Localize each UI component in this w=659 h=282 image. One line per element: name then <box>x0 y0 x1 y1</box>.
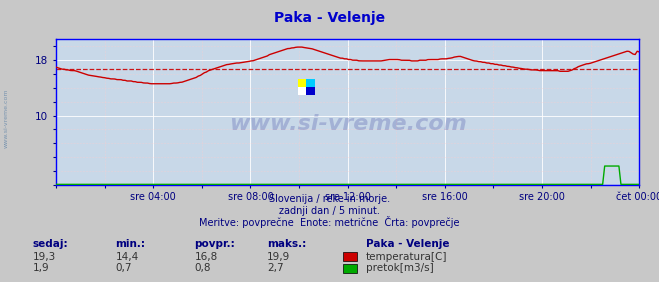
Text: 0,8: 0,8 <box>194 263 211 274</box>
Bar <box>298 87 306 95</box>
Text: 2,7: 2,7 <box>267 263 283 274</box>
Text: zadnji dan / 5 minut.: zadnji dan / 5 minut. <box>279 206 380 216</box>
Text: 19,3: 19,3 <box>33 252 56 262</box>
Text: 14,4: 14,4 <box>115 252 138 262</box>
Text: Paka - Velenje: Paka - Velenje <box>274 11 385 25</box>
Text: pretok[m3/s]: pretok[m3/s] <box>366 263 434 274</box>
Text: povpr.:: povpr.: <box>194 239 235 249</box>
Text: maks.:: maks.: <box>267 239 306 249</box>
Text: 0,7: 0,7 <box>115 263 132 274</box>
Text: 1,9: 1,9 <box>33 263 49 274</box>
Text: www.si-vreme.com: www.si-vreme.com <box>4 89 9 148</box>
Bar <box>306 87 314 95</box>
Text: 16,8: 16,8 <box>194 252 217 262</box>
Bar <box>306 79 314 87</box>
Text: temperatura[C]: temperatura[C] <box>366 252 447 262</box>
Text: Paka - Velenje: Paka - Velenje <box>366 239 449 249</box>
Bar <box>298 79 306 87</box>
Text: Slovenija / reke in morje.: Slovenija / reke in morje. <box>269 194 390 204</box>
Text: min.:: min.: <box>115 239 146 249</box>
Text: Meritve: povprečne  Enote: metrične  Črta: povprečje: Meritve: povprečne Enote: metrične Črta:… <box>199 217 460 228</box>
Text: sedaj:: sedaj: <box>33 239 69 249</box>
Text: www.si-vreme.com: www.si-vreme.com <box>229 114 467 134</box>
Text: 19,9: 19,9 <box>267 252 290 262</box>
